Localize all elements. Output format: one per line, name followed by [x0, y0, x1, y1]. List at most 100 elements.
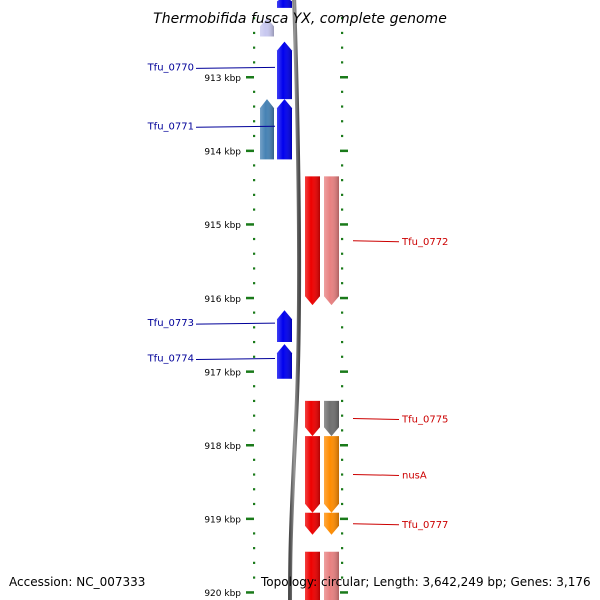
- gene-shading: [277, 41, 292, 100]
- genome-summary-text: Topology: circular; Length: 3,642,249 bp…: [261, 575, 591, 589]
- gene-label-leader: [195, 66, 276, 69]
- gene-label-tfu_0773[interactable]: Tfu_0773: [147, 318, 194, 329]
- ruler-minor-tick: [341, 561, 344, 564]
- ruler-minor-tick: [341, 399, 344, 403]
- gene-shading: [305, 551, 320, 600]
- gene-label-nusa[interactable]: nusA: [402, 470, 427, 481]
- ruler-major-tick: [246, 517, 254, 521]
- scale-tick-labels: 913 kbp 914 kbp 915 kbp 916 kbp 917 kbp 918 k…: [204, 74, 241, 599]
- ruler-major-tick: [246, 591, 254, 594]
- ruler-minor-tick: [341, 208, 344, 211]
- ruler-minor-tick: [341, 105, 344, 108]
- ruler-minor-tick: [253, 385, 256, 388]
- ruler-major-tick: [340, 591, 348, 594]
- ruler-minor-tick: [253, 237, 256, 241]
- gene-label-leader: [195, 125, 276, 128]
- ruler-minor-tick: [341, 429, 344, 432]
- gene-label-leader: [195, 357, 276, 360]
- ruler-minor-tick: [253, 193, 256, 196]
- ruler-minor-tick: [253, 311, 256, 314]
- gene-shading: [324, 436, 339, 513]
- gene-shading: [277, 344, 292, 379]
- gene-shading: [277, 0, 292, 8]
- ruler-major-tick: [340, 149, 348, 153]
- scale-tick-label: 920 kbp: [204, 589, 241, 599]
- ruler-minor-tick: [253, 46, 256, 49]
- ruler-major-tick: [340, 223, 348, 226]
- gene-shading: [277, 310, 292, 342]
- ruler-minor-tick: [253, 561, 256, 564]
- ruler-minor-tick: [341, 252, 344, 255]
- ruler-minor-tick: [253, 134, 256, 138]
- ruler-minor-tick: [253, 105, 256, 108]
- ruler-minor-tick: [341, 193, 344, 196]
- ruler-minor-tick: [341, 237, 344, 241]
- ruler-minor-tick: [341, 120, 344, 123]
- ruler-major-tick: [246, 149, 254, 153]
- ruler-major-tick: [246, 76, 254, 79]
- ruler-minor-tick: [341, 326, 344, 329]
- ruler-minor-tick: [253, 31, 256, 35]
- ruler-minor-tick: [341, 385, 344, 388]
- gene-label-tfu_0777[interactable]: Tfu_0777: [401, 520, 448, 531]
- gene-label-leader: [352, 418, 400, 421]
- gene-label-leader: [195, 322, 276, 325]
- gene-label-tfu_0770[interactable]: Tfu_0770: [147, 62, 194, 73]
- ruler-major-tick: [340, 76, 348, 79]
- ruler-minor-tick: [253, 179, 256, 182]
- ruler-minor-tick: [253, 458, 256, 461]
- ruler-major-tick: [340, 444, 348, 447]
- gene-label-leader: [352, 240, 400, 243]
- ruler-minor-tick: [253, 267, 256, 270]
- gene-shading: [260, 18, 274, 37]
- ruler-minor-tick: [253, 252, 256, 255]
- ruler-major-tick: [340, 296, 348, 300]
- gene-shading: [260, 99, 274, 160]
- ruler-minor-tick: [341, 414, 344, 417]
- scale-tick-label: 916 kbp: [204, 295, 241, 305]
- ruler-minor-tick: [253, 208, 256, 211]
- ruler-minor-tick: [341, 532, 344, 535]
- gene-labels: Tfu_0770 Tfu_0771 Tfu_0772 Tfu_0773 Tfu_0774…: [147, 62, 449, 530]
- ruler-minor-tick: [341, 164, 344, 167]
- gene-label-leader: [352, 523, 400, 526]
- ruler-minor-tick: [253, 429, 256, 432]
- gene-label-leader: [352, 473, 400, 476]
- ruler-minor-tick: [253, 414, 256, 417]
- gene-label-tfu_0771[interactable]: Tfu_0771: [147, 121, 194, 132]
- ruler-minor-tick: [253, 576, 256, 579]
- gene-label-tfu_0772[interactable]: Tfu_0772: [401, 237, 448, 248]
- scale-tick-label: 915 kbp: [204, 221, 241, 231]
- gene-label-tfu_0774[interactable]: Tfu_0774: [147, 353, 194, 364]
- ruler-minor-tick: [341, 340, 344, 344]
- ruler-minor-tick: [253, 488, 256, 491]
- scale-tick-label: 919 kbp: [204, 516, 241, 526]
- ruler-minor-tick: [253, 61, 256, 64]
- ruler-minor-tick: [253, 120, 256, 123]
- genome-backbone: [288, 0, 302, 600]
- gene-features: [260, 0, 339, 600]
- ruler-minor-tick: [341, 282, 344, 285]
- scale-tick-label: 914 kbp: [204, 148, 241, 158]
- ruler-major-tick: [340, 517, 348, 521]
- left-scale-ruler: [246, 17, 256, 594]
- ruler-major-tick: [246, 223, 254, 226]
- gene-shading: [305, 176, 320, 306]
- ruler-minor-tick: [341, 458, 344, 461]
- ruler-minor-tick: [253, 473, 256, 476]
- ruler-minor-tick: [341, 488, 344, 491]
- ruler-minor-tick: [341, 61, 344, 64]
- gene-shading: [277, 99, 292, 160]
- ruler-minor-tick: [341, 134, 344, 138]
- gene-shading: [324, 512, 339, 535]
- ruler-minor-tick: [341, 179, 344, 182]
- gene-label-tfu_0775[interactable]: Tfu_0775: [401, 415, 448, 426]
- right-scale-ruler: [340, 17, 348, 594]
- ruler-minor-tick: [341, 502, 344, 506]
- ruler-minor-tick: [341, 547, 344, 550]
- accession-text: Accession: NC_007333: [9, 575, 146, 589]
- ruler-minor-tick: [253, 164, 256, 167]
- gene-shading: [305, 400, 320, 437]
- ruler-major-tick: [246, 370, 254, 373]
